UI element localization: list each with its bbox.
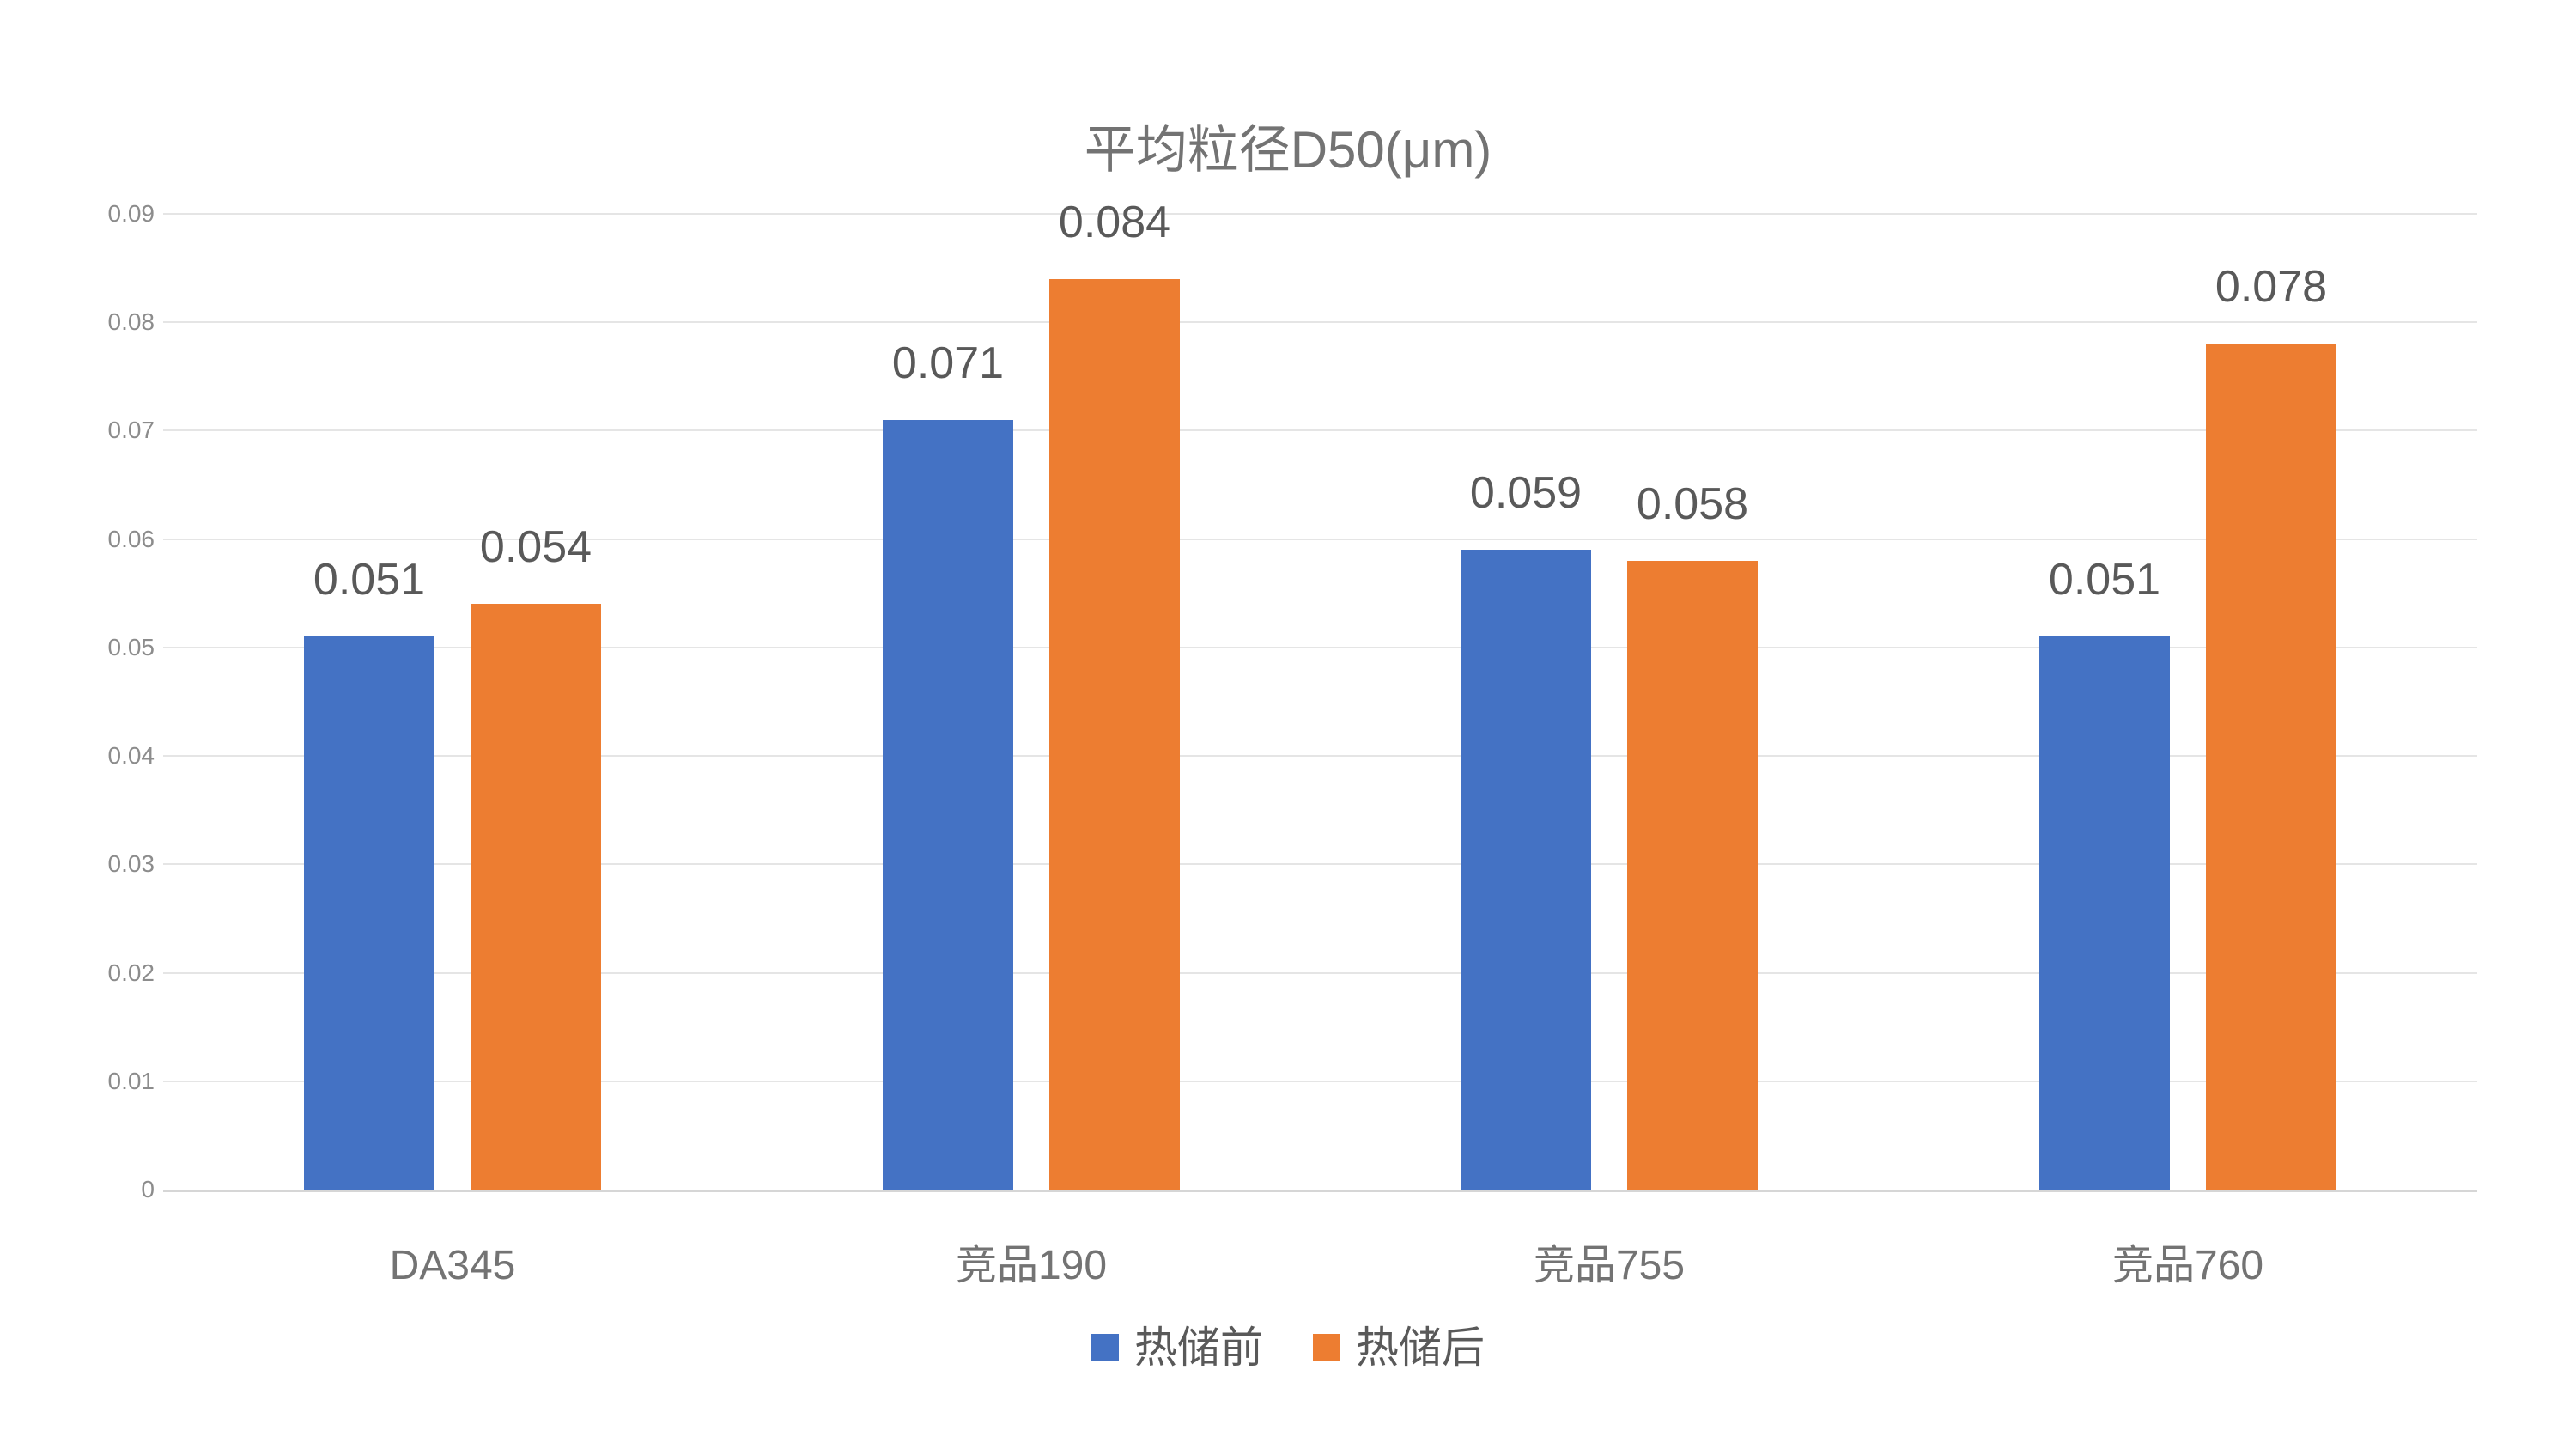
y-axis-tick-label: 0.07 — [107, 417, 155, 443]
legend-item-热储后: 热储后 — [1313, 1323, 1485, 1373]
y-axis-tick-label: 0.08 — [107, 308, 155, 335]
bar-热储后-竞品760 — [2206, 344, 2336, 1190]
y-axis-tick-label: 0.04 — [107, 742, 155, 769]
bar-热储前-竞品755 — [1461, 550, 1591, 1190]
legend-item-热储前: 热储前 — [1091, 1323, 1263, 1373]
legend-swatch-icon — [1313, 1334, 1340, 1361]
gridline — [163, 429, 2477, 432]
gridline — [163, 1080, 2477, 1082]
y-axis-tick-label: 0.09 — [107, 200, 155, 227]
y-axis-tick-label: 0.06 — [107, 526, 155, 552]
bar-热储前-DA345 — [304, 636, 434, 1190]
data-label-热储后-竞品190: 0.084 — [1058, 198, 1171, 247]
data-label-热储后-竞品755: 0.058 — [1636, 479, 1749, 529]
gridline — [163, 538, 2477, 540]
plot-area: 0.051 0.054 0.071 0.084 0.059 0.058 0.051 0.078 — [163, 198, 2477, 1192]
bar-热储前-竞品760 — [2039, 636, 2170, 1190]
y-axis-tick-label: 0 — [141, 1176, 155, 1202]
gridline — [163, 863, 2477, 866]
gridline — [163, 213, 2477, 215]
gridline — [163, 646, 2477, 648]
gridline — [163, 321, 2477, 324]
y-axis-tick-label: 0.05 — [107, 634, 155, 661]
y-axis-tick-label: 0.01 — [107, 1068, 155, 1094]
gridline — [163, 971, 2477, 974]
category-label-DA345: DA345 — [389, 1243, 516, 1288]
y-axis-tick-label: 0.02 — [107, 959, 155, 986]
chart-title: 平均粒径D50(μm) — [1084, 121, 1492, 179]
bar-热储后-竞品755 — [1627, 561, 1758, 1190]
data-label-热储后-竞品760: 0.078 — [2215, 262, 2328, 312]
legend-label: 热储后 — [1356, 1324, 1485, 1372]
bar-热储后-竞品190 — [1049, 279, 1180, 1190]
bar-热储后-DA345 — [471, 604, 601, 1190]
data-label-热储后-DA345: 0.054 — [479, 522, 592, 572]
y-axis-tick-label: 0.03 — [107, 850, 155, 877]
legend-label: 热储前 — [1134, 1324, 1263, 1372]
data-label-热储前-竞品755: 0.059 — [1469, 468, 1583, 518]
category-label-竞品190: 竞品190 — [955, 1243, 1108, 1288]
data-label-热储前-竞品760: 0.051 — [2048, 555, 2161, 605]
data-label-热储前-竞品190: 0.071 — [891, 338, 1005, 388]
legend-swatch-icon — [1091, 1334, 1119, 1361]
gridline — [163, 755, 2477, 758]
data-label-热储前-DA345: 0.051 — [313, 555, 426, 605]
category-label-竞品760: 竞品760 — [2111, 1243, 2264, 1288]
bar-热储前-竞品190 — [883, 420, 1013, 1190]
category-label-竞品755: 竞品755 — [1533, 1243, 1686, 1288]
legend: 热储前 热储后 — [0, 1323, 2576, 1373]
